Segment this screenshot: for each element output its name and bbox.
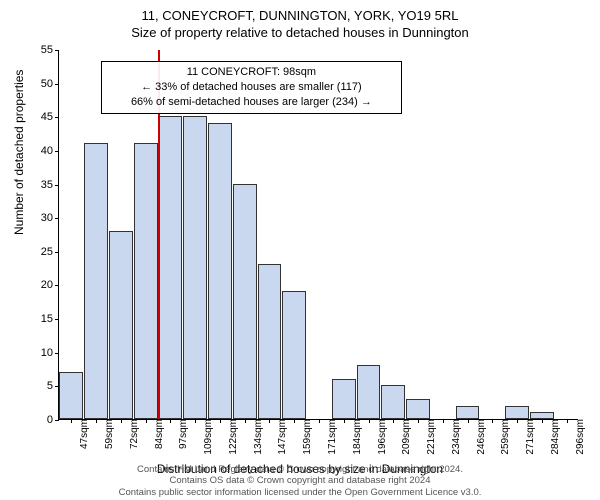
x-tick-mark	[71, 419, 72, 423]
x-tick-label: 209sqm	[397, 419, 412, 455]
x-tick-label: 59sqm	[100, 419, 115, 449]
x-tick-mark	[393, 419, 394, 423]
x-tick-mark	[344, 419, 345, 423]
histogram-bar	[530, 412, 554, 419]
credits-line: Contains HM Land Registry data © Crown c…	[0, 464, 600, 475]
x-tick-mark	[294, 419, 295, 423]
histogram-bar	[332, 379, 356, 419]
histogram-bar	[109, 231, 133, 419]
x-tick-label: 296sqm	[571, 419, 586, 455]
x-tick-label: 97sqm	[174, 419, 189, 449]
histogram-bar	[258, 264, 282, 419]
x-tick-mark	[121, 419, 122, 423]
credits: Contains HM Land Registry data © Crown c…	[0, 464, 600, 498]
credits-line: Contains OS data © Crown copyright and d…	[0, 475, 600, 486]
annotation-line: ← 33% of detached houses are smaller (11…	[108, 80, 396, 95]
x-tick-label: 184sqm	[348, 419, 363, 455]
x-tick-mark	[443, 419, 444, 423]
y-tick-mark	[55, 386, 59, 387]
histogram-bar	[84, 143, 108, 419]
x-tick-mark	[468, 419, 469, 423]
chart-title: 11, CONEYCROFT, DUNNINGTON, YORK, YO19 5…	[0, 0, 600, 23]
x-tick-label: 284sqm	[546, 419, 561, 455]
y-tick-mark	[55, 353, 59, 354]
x-tick-mark	[567, 419, 568, 423]
y-tick-mark	[55, 218, 59, 219]
x-tick-label: 221sqm	[422, 419, 437, 455]
y-tick-mark	[55, 319, 59, 320]
y-tick-mark	[55, 50, 59, 51]
y-tick-mark	[55, 185, 59, 186]
histogram-bar	[381, 385, 405, 419]
histogram-bar	[208, 123, 232, 419]
x-tick-mark	[170, 419, 171, 423]
x-tick-mark	[517, 419, 518, 423]
histogram-bar	[134, 143, 158, 419]
x-tick-mark	[542, 419, 543, 423]
histogram-bar	[406, 399, 430, 419]
annotation-line: 66% of semi-detached houses are larger (…	[108, 95, 396, 110]
plot-area: 051015202530354045505547sqm59sqm72sqm84s…	[58, 50, 578, 420]
x-tick-mark	[418, 419, 419, 423]
histogram-bar	[456, 406, 480, 419]
x-tick-label: 122sqm	[224, 419, 239, 455]
annotation-box: 11 CONEYCROFT: 98sqm← 33% of detached ho…	[101, 61, 403, 114]
x-tick-label: 72sqm	[125, 419, 140, 449]
chart-subtitle: Size of property relative to detached ho…	[0, 23, 600, 40]
x-tick-label: 171sqm	[323, 419, 338, 455]
histogram-bar	[357, 365, 381, 419]
histogram-bar	[159, 116, 183, 419]
x-tick-mark	[369, 419, 370, 423]
histogram-bar	[59, 372, 83, 419]
y-tick-mark	[55, 420, 59, 421]
x-tick-label: 234sqm	[447, 419, 462, 455]
histogram-bar	[233, 184, 257, 419]
chart-container: 11, CONEYCROFT, DUNNINGTON, YORK, YO19 5…	[0, 0, 600, 500]
x-tick-label: 134sqm	[249, 419, 264, 455]
histogram-bar	[505, 406, 529, 419]
x-tick-label: 109sqm	[199, 419, 214, 455]
x-tick-label: 47sqm	[75, 419, 90, 449]
x-tick-mark	[245, 419, 246, 423]
y-axis-label: Number of detached properties	[12, 70, 26, 235]
histogram-bar	[282, 291, 306, 419]
y-tick-mark	[55, 285, 59, 286]
x-tick-mark	[220, 419, 221, 423]
x-tick-mark	[269, 419, 270, 423]
annotation-line: 11 CONEYCROFT: 98sqm	[108, 65, 396, 80]
x-tick-mark	[146, 419, 147, 423]
x-tick-mark	[492, 419, 493, 423]
x-tick-mark	[195, 419, 196, 423]
x-tick-mark	[96, 419, 97, 423]
y-tick-mark	[55, 117, 59, 118]
histogram-bar	[183, 116, 207, 419]
x-tick-label: 271sqm	[521, 419, 536, 455]
x-tick-label: 246sqm	[472, 419, 487, 455]
y-tick-mark	[55, 151, 59, 152]
x-tick-label: 84sqm	[150, 419, 165, 449]
x-tick-label: 147sqm	[273, 419, 288, 455]
x-tick-mark	[319, 419, 320, 423]
y-tick-mark	[55, 252, 59, 253]
x-tick-label: 196sqm	[373, 419, 388, 455]
credits-line: Contains public sector information licen…	[0, 487, 600, 498]
chart-area: 051015202530354045505547sqm59sqm72sqm84s…	[58, 50, 578, 420]
x-tick-label: 259sqm	[496, 419, 511, 455]
y-tick-mark	[55, 84, 59, 85]
x-tick-label: 159sqm	[298, 419, 313, 455]
